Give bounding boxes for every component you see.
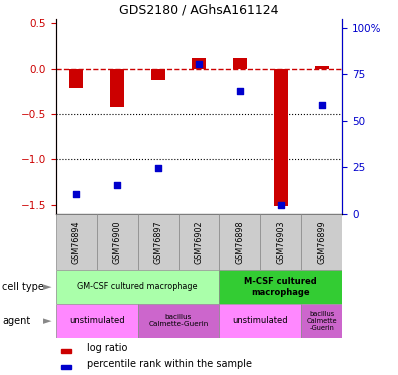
Text: bacillus
Calmette
-Guerin: bacillus Calmette -Guerin bbox=[306, 310, 337, 331]
Text: agent: agent bbox=[2, 316, 30, 326]
Bar bbox=[69, 69, 83, 88]
Bar bbox=[61, 365, 72, 369]
Text: GM-CSF cultured macrophage: GM-CSF cultured macrophage bbox=[77, 282, 198, 291]
Text: cell type: cell type bbox=[2, 282, 44, 292]
Text: ►: ► bbox=[43, 316, 51, 326]
Text: unstimulated: unstimulated bbox=[69, 316, 125, 325]
Point bbox=[196, 61, 202, 67]
Bar bbox=[138, 304, 219, 338]
Point bbox=[237, 88, 243, 94]
Bar bbox=[138, 214, 179, 270]
Text: ►: ► bbox=[43, 282, 51, 292]
Text: GSM76903: GSM76903 bbox=[276, 220, 285, 264]
Text: bacillus
Calmette-Guerin: bacillus Calmette-Guerin bbox=[148, 314, 209, 327]
Bar bbox=[151, 69, 165, 80]
Point bbox=[319, 102, 325, 108]
Bar bbox=[61, 349, 72, 353]
Bar bbox=[56, 270, 219, 304]
Text: unstimulated: unstimulated bbox=[232, 316, 288, 325]
Text: GSM76899: GSM76899 bbox=[317, 220, 326, 264]
Text: GSM76902: GSM76902 bbox=[195, 220, 203, 264]
Bar bbox=[219, 214, 260, 270]
Text: log ratio: log ratio bbox=[87, 343, 128, 353]
Bar bbox=[97, 214, 138, 270]
Point bbox=[114, 182, 120, 188]
Bar bbox=[301, 214, 342, 270]
Bar bbox=[56, 214, 97, 270]
Text: GSM76894: GSM76894 bbox=[72, 220, 81, 264]
Text: GSM76897: GSM76897 bbox=[154, 220, 162, 264]
Bar bbox=[192, 58, 206, 69]
Text: GSM76898: GSM76898 bbox=[236, 220, 244, 264]
Bar bbox=[274, 69, 288, 207]
Bar bbox=[315, 66, 329, 69]
Bar bbox=[56, 304, 138, 338]
Point bbox=[73, 191, 79, 197]
Bar bbox=[110, 69, 124, 107]
Bar bbox=[219, 304, 301, 338]
Title: GDS2180 / AGhsA161124: GDS2180 / AGhsA161124 bbox=[119, 3, 279, 16]
Bar bbox=[260, 214, 301, 270]
Text: GSM76900: GSM76900 bbox=[113, 220, 122, 264]
Bar bbox=[233, 58, 247, 69]
Bar bbox=[219, 270, 342, 304]
Point bbox=[155, 165, 161, 171]
Text: percentile rank within the sample: percentile rank within the sample bbox=[87, 359, 252, 369]
Bar bbox=[179, 214, 219, 270]
Bar bbox=[301, 304, 342, 338]
Point bbox=[278, 202, 284, 208]
Text: M-CSF cultured
macrophage: M-CSF cultured macrophage bbox=[244, 277, 317, 297]
